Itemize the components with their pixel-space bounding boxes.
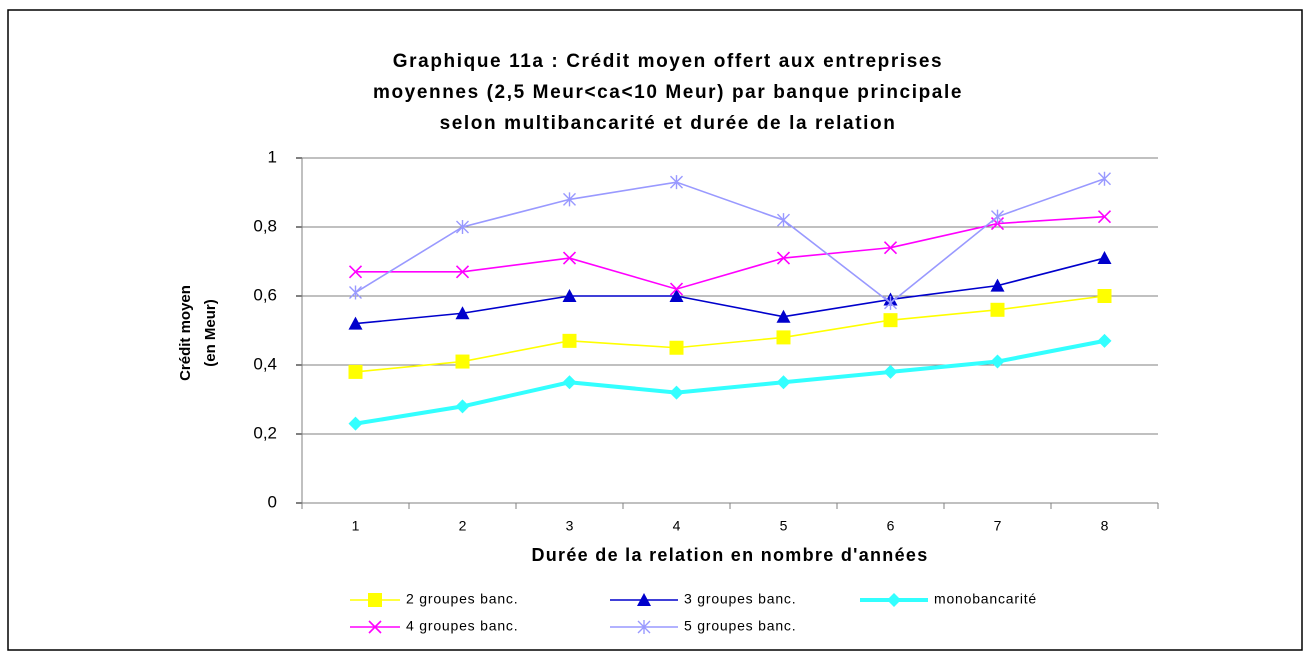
marker (1097, 251, 1112, 265)
series-line (355, 338, 1105, 426)
marker (637, 593, 651, 606)
series-line (355, 215, 1105, 290)
series-line (355, 257, 1105, 325)
marker (776, 330, 791, 345)
marker (887, 593, 901, 607)
chart-title: selon multibancarité et durée de la rela… (440, 113, 897, 134)
x-tick-label: 4 (673, 518, 681, 534)
y-tick-label: 0 (268, 492, 277, 511)
y-tick-label: 0,8 (253, 216, 277, 235)
marker (883, 241, 898, 255)
marker (348, 364, 363, 379)
marker (669, 282, 684, 296)
x-tick-label: 8 (1101, 518, 1109, 534)
marker (563, 192, 576, 207)
legend-label: 4 groupes banc. (406, 618, 518, 634)
marker (883, 313, 898, 328)
marker (1098, 171, 1111, 186)
marker (991, 209, 1004, 224)
marker (455, 265, 470, 279)
series-line (355, 295, 1105, 373)
marker (884, 295, 897, 310)
marker (368, 620, 382, 634)
legend-label: monobancarité (934, 591, 1037, 607)
marker (455, 399, 470, 414)
y-tick-label: 1 (268, 147, 277, 166)
marker (562, 375, 577, 390)
marker (883, 364, 898, 379)
marker (990, 302, 1005, 317)
marker (348, 416, 363, 431)
chart-title: moyennes (2,5 Meur<ca<10 Meur) par banqu… (373, 82, 963, 103)
marker (562, 289, 577, 302)
marker (456, 220, 469, 234)
marker (776, 375, 791, 390)
x-tick-label: 7 (994, 518, 1002, 534)
series-line (355, 177, 1105, 304)
chart-frame (7, 9, 1303, 651)
marker (562, 251, 577, 265)
legend-label: 2 groupes banc. (406, 591, 518, 607)
marker (348, 316, 363, 330)
y-tick-label: 0,2 (253, 423, 277, 442)
y-axis-label: (en Meur) (202, 299, 219, 367)
marker (669, 289, 684, 302)
marker (455, 354, 470, 369)
marker (349, 285, 362, 300)
x-tick-label: 3 (566, 518, 574, 534)
marker (776, 251, 791, 265)
legend-label: 3 groupes banc. (684, 591, 796, 607)
x-tick-label: 6 (887, 518, 895, 534)
marker (670, 175, 683, 190)
chart-title: Graphique 11a : Crédit moyen offert aux … (393, 51, 943, 72)
x-tick-label: 2 (459, 518, 467, 534)
marker (990, 354, 1005, 369)
marker (990, 278, 1005, 292)
marker (368, 593, 382, 607)
y-tick-label: 0,4 (253, 354, 277, 373)
x-axis-label: Durée de la relation en nombre d'années (531, 545, 928, 565)
marker (1097, 333, 1112, 348)
marker (1097, 289, 1112, 303)
x-tick-label: 5 (780, 518, 788, 534)
marker (777, 213, 790, 228)
marker (348, 265, 363, 279)
marker (776, 309, 791, 323)
legend-label: 5 groupes banc. (684, 618, 796, 634)
marker (637, 620, 651, 634)
x-tick-label: 1 (352, 518, 360, 534)
y-axis-label: Crédit moyen (177, 285, 194, 381)
marker (669, 385, 684, 400)
marker (455, 306, 470, 320)
y-tick-label: 0,6 (253, 285, 277, 304)
marker (669, 340, 684, 355)
marker (562, 333, 577, 348)
marker (1097, 210, 1112, 224)
